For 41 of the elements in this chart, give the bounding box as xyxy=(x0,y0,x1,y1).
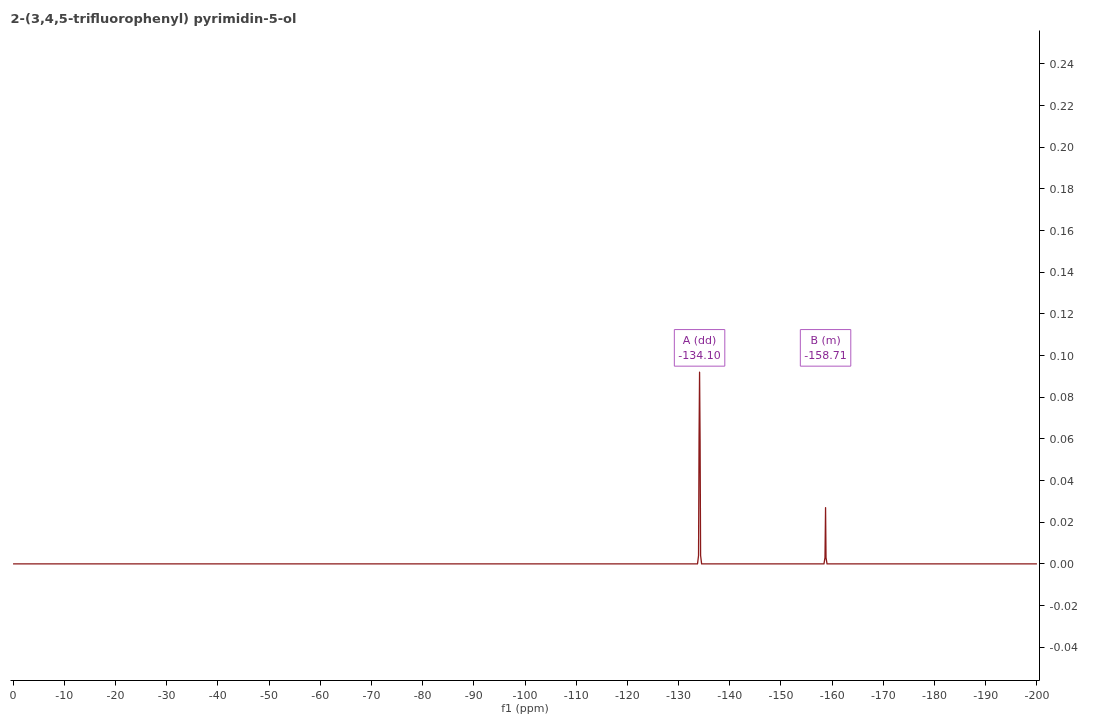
chart-title: 2-(3,4,5-trifluorophenyl) pyrimidin-5-ol xyxy=(10,10,297,26)
y-tick-label: 0.06 xyxy=(1049,432,1074,446)
y-tick-label: 0.00 xyxy=(1049,557,1074,571)
x-tick-label: -170 xyxy=(870,688,896,702)
x-tick-label: -130 xyxy=(666,688,692,702)
x-tick-label: -140 xyxy=(717,688,743,702)
line-series xyxy=(12,371,1038,565)
x-tick-label: -50 xyxy=(260,688,279,702)
x-tick-label: -150 xyxy=(768,688,794,702)
y-tick-label: 0.24 xyxy=(1049,57,1074,71)
y-tick-label: 0.10 xyxy=(1049,349,1074,363)
y-tick-label: 0.04 xyxy=(1049,474,1074,488)
x-tick-label: -180 xyxy=(922,688,948,702)
x-tick-label: -30 xyxy=(157,688,176,702)
x-tick-label: -10 xyxy=(55,688,74,702)
annotation: B (m) -158.71 xyxy=(804,333,847,363)
x-tick-label: -20 xyxy=(106,688,125,702)
x-tick-label: 0 xyxy=(9,688,17,702)
y-tick-label: 0.02 xyxy=(1049,516,1074,530)
y-tick-label: 0.08 xyxy=(1049,391,1074,405)
x-tick-label: -110 xyxy=(563,688,589,702)
x-tick-label: -60 xyxy=(311,688,330,702)
y-tick-label: 0.12 xyxy=(1049,307,1074,321)
x-tick-label: -200 xyxy=(1024,688,1050,702)
x-tick-label: -190 xyxy=(973,688,999,702)
x-tick-label: -90 xyxy=(464,688,483,702)
y-tick-label: -0.02 xyxy=(1049,599,1078,613)
x-tick-label: -70 xyxy=(362,688,381,702)
annotation: A (dd) -134.10 xyxy=(678,333,721,363)
x-tick-label: -120 xyxy=(614,688,640,702)
x-tick-label: -160 xyxy=(819,688,845,702)
y-tick-label: -0.04 xyxy=(1049,641,1078,655)
x-tick-label: -100 xyxy=(512,688,538,702)
y-tick-label: 0.20 xyxy=(1049,141,1074,155)
x-tick-label: -40 xyxy=(208,688,227,702)
y-tick-label: 0.22 xyxy=(1049,99,1074,113)
x-axis-title: f1 (ppm) xyxy=(501,701,549,715)
y-tick-label: 0.16 xyxy=(1049,224,1074,238)
x-tick-label: -80 xyxy=(413,688,432,702)
y-tick-label: 0.18 xyxy=(1049,182,1074,196)
y-tick-label: 0.14 xyxy=(1049,266,1074,280)
